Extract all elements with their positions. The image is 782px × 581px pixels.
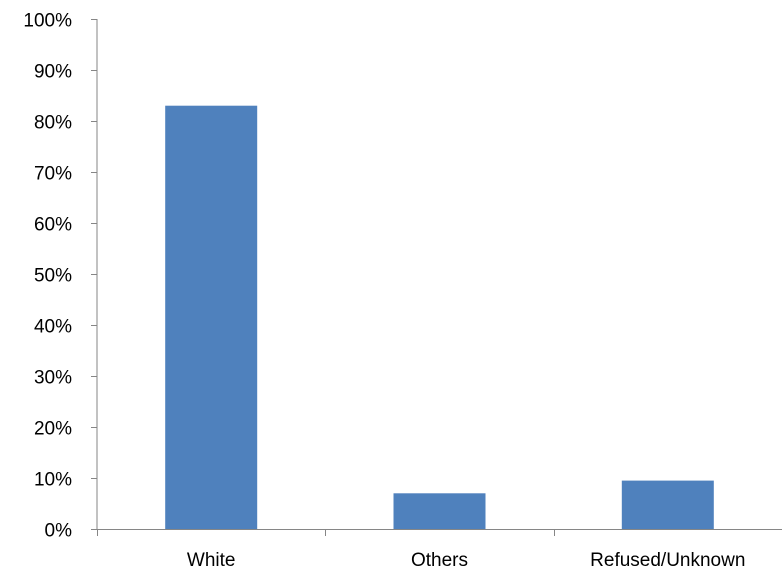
bar-refused-unknown <box>621 480 714 529</box>
y-axis: 0% 10% 20% 30% 40% 50% 60% 70% 80% 90% 100% <box>23 11 98 542</box>
x-tick-label: Refused/Unknown <box>590 550 745 571</box>
y-tick-label: 20% <box>34 419 72 440</box>
y-tick-label: 100% <box>23 11 72 32</box>
x-tick-label: White <box>187 550 236 571</box>
y-tick-label: 10% <box>34 470 72 491</box>
y-tick-label: 30% <box>34 368 72 389</box>
y-tick-label: 70% <box>34 164 72 185</box>
bar-white <box>165 105 258 529</box>
y-tick-label: 90% <box>34 62 72 83</box>
y-tick-label: 0% <box>45 521 73 542</box>
y-tick-label: 50% <box>34 266 72 287</box>
y-tick-label: 60% <box>34 215 72 236</box>
bar-others <box>393 493 486 529</box>
x-axis: White Others Refused/Unknown <box>97 529 782 571</box>
y-tick-label: 40% <box>34 317 72 338</box>
y-tick-label: 80% <box>34 113 72 134</box>
x-tick-label: Others <box>411 550 468 571</box>
bars <box>165 105 714 529</box>
